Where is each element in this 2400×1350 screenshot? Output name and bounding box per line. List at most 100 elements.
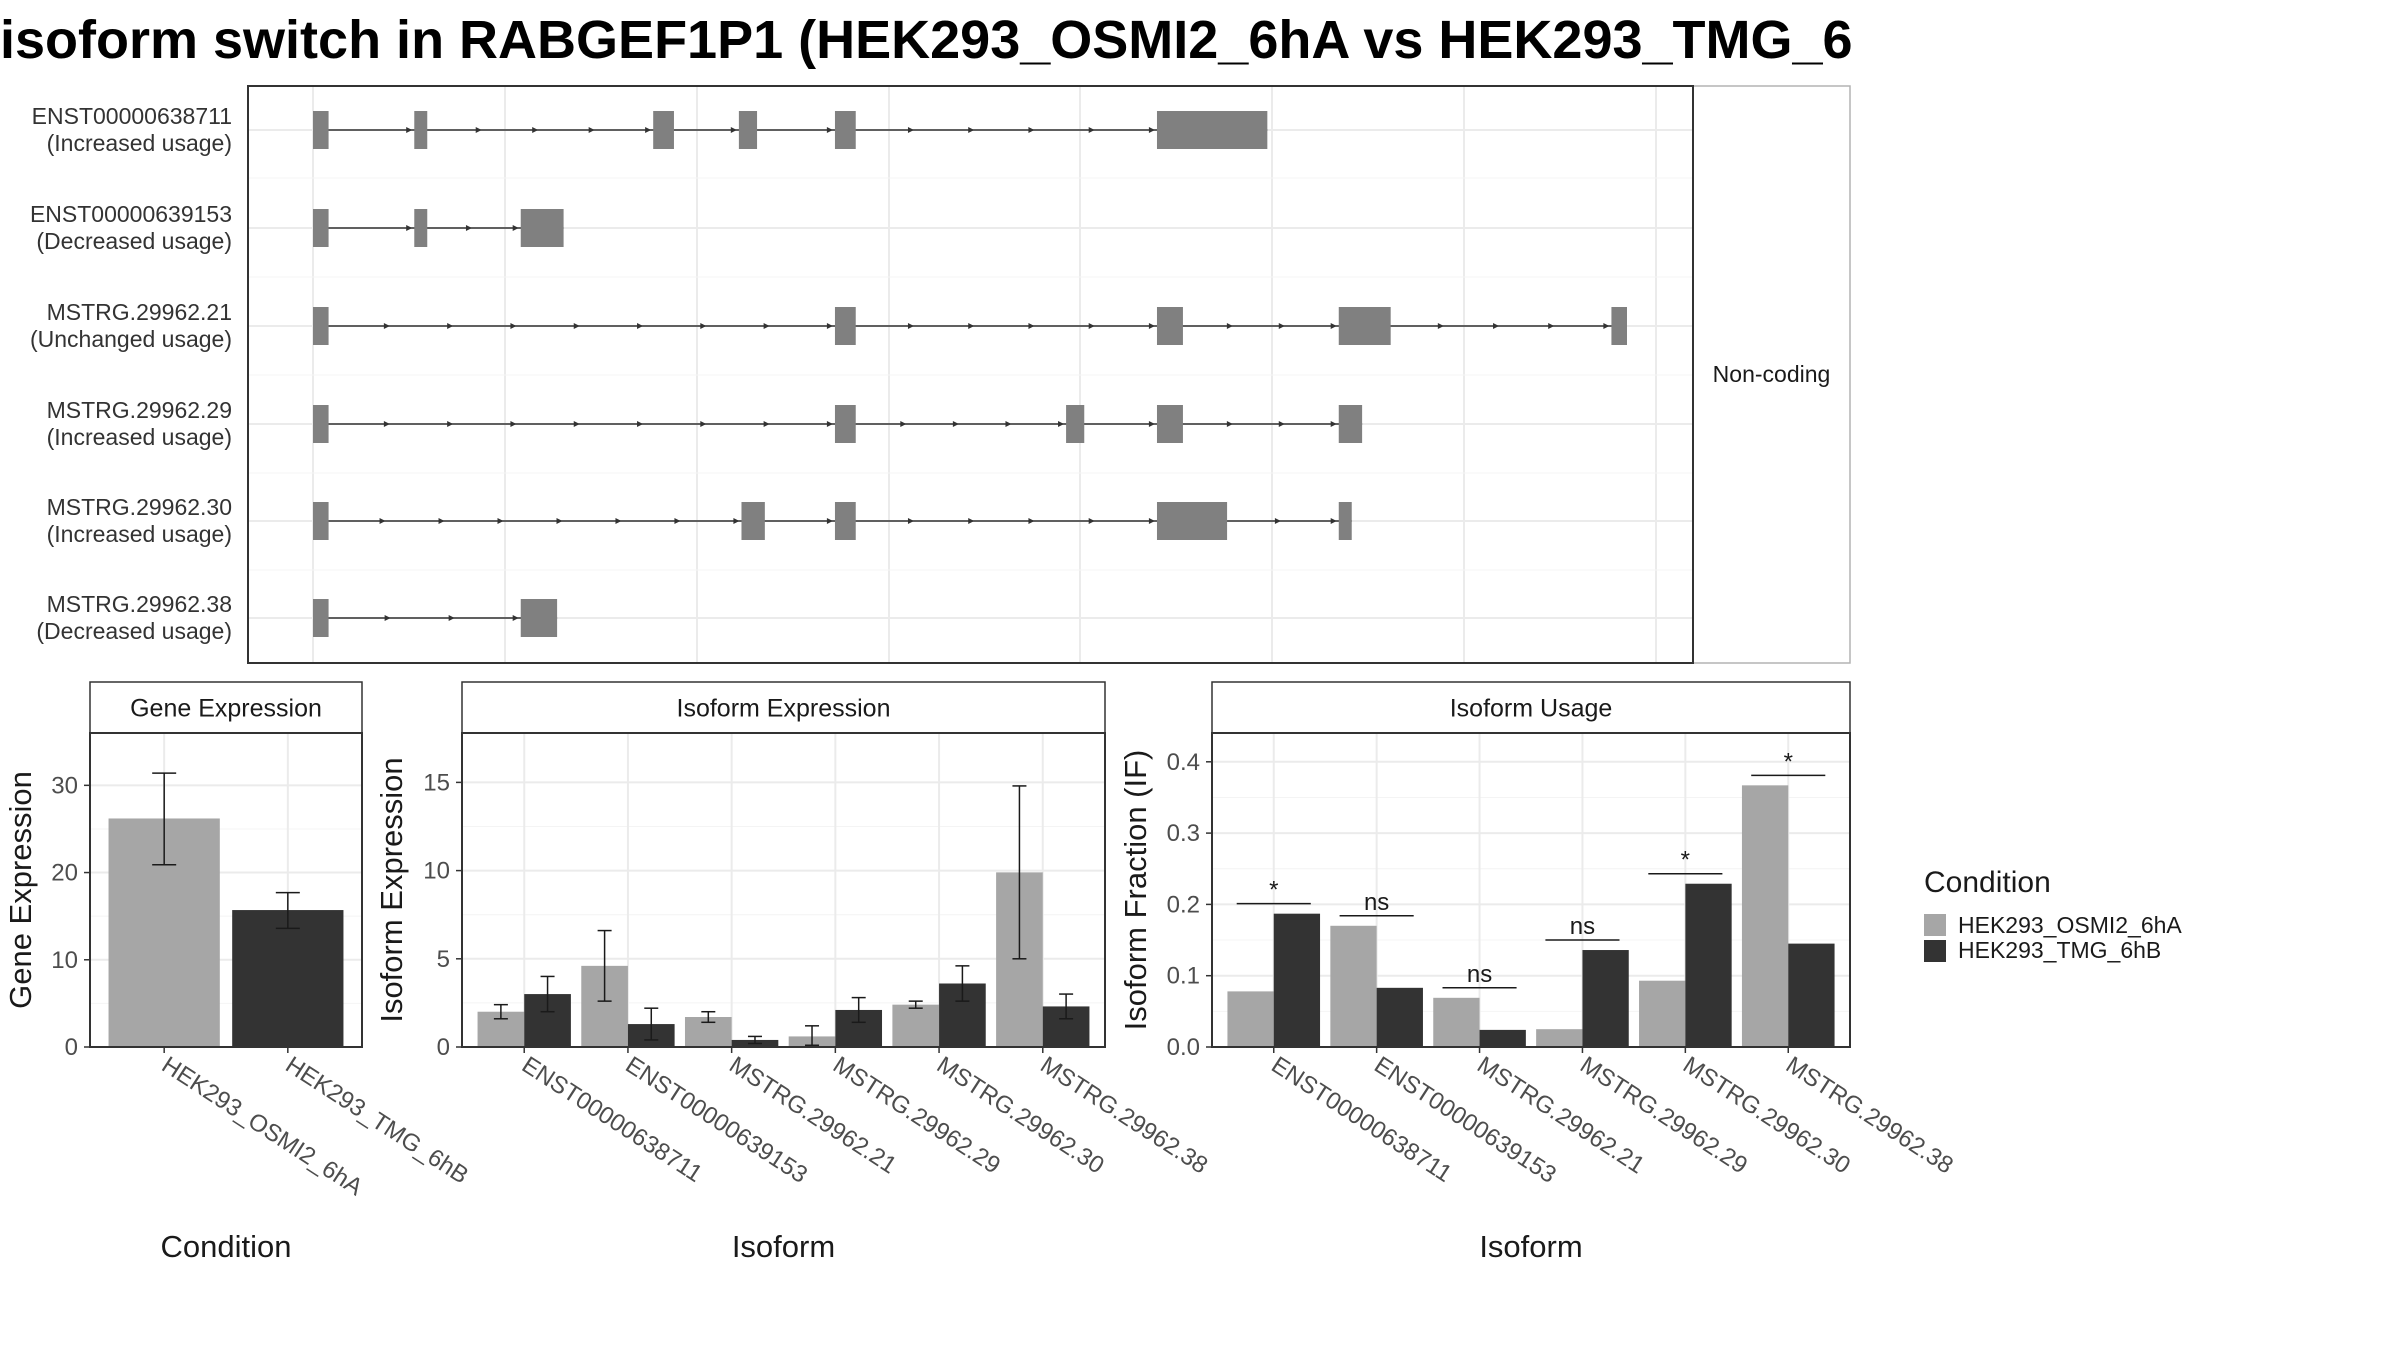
- direction-arrow-icon: [637, 421, 644, 427]
- exon-block: [1338, 405, 1363, 443]
- direction-arrow-icon: [615, 518, 622, 524]
- x-tick-label: MSTRG.29962.29: [828, 1051, 1005, 1179]
- transcript-gridlines: [248, 86, 1693, 663]
- x-tick-label: HEK293_OSMI2_6hA: [157, 1051, 368, 1201]
- x-axis-title: Isoform: [732, 1229, 835, 1264]
- facet-strip-label: Non-coding: [1713, 361, 1831, 387]
- exon-block: [1066, 405, 1085, 443]
- bar: [1433, 997, 1480, 1047]
- direction-arrow-icon: [1330, 323, 1337, 329]
- direction-arrow-icon: [512, 225, 519, 231]
- direction-arrow-icon: [512, 615, 519, 621]
- y-tick-label: 15: [423, 769, 450, 796]
- direction-arrow-icon: [383, 421, 390, 427]
- direction-arrow-icon: [1148, 127, 1155, 133]
- direction-arrow-icon: [826, 323, 833, 329]
- exon-block: [313, 599, 329, 637]
- direction-arrow-icon: [556, 518, 563, 524]
- legend-title: Condition: [1924, 866, 2051, 899]
- y-tick-label: 0.3: [1167, 820, 1200, 847]
- page-title: isoform switch in RABGEF1P1 (HEK293_OSMI…: [0, 10, 1853, 70]
- transcript-panel-border: [247, 85, 1694, 664]
- direction-arrow-icon: [826, 127, 833, 133]
- direction-arrow-icon: [1148, 323, 1155, 329]
- exon-block: [313, 502, 329, 540]
- direction-arrow-icon: [968, 127, 975, 133]
- transcript-row: MSTRG.29962.29(Increased usage): [47, 397, 1363, 450]
- isoform-expression-panel: Isoform Expression 0 5 10 15 ENST00000638711E…: [374, 681, 1212, 1264]
- gene-expression-panel: Gene Expression0102030HEK293_OSMI2_6hAHE…: [3, 681, 473, 1264]
- direction-arrow-icon: [1226, 421, 1233, 427]
- direction-arrow-icon: [968, 323, 975, 329]
- bar: [1273, 913, 1321, 1047]
- significance-label: *: [1784, 748, 1793, 775]
- direction-arrow-icon: [763, 421, 770, 427]
- x-tick-label: MSTRG.29962.30: [1678, 1051, 1855, 1179]
- direction-arrow-icon: [510, 323, 517, 329]
- direction-arrow-icon: [588, 127, 595, 133]
- x-axis-title: Condition: [161, 1229, 292, 1264]
- transcript-id-label: ENST00000639153: [30, 201, 232, 227]
- direction-arrow-icon: [1088, 323, 1095, 329]
- transcript-usage-label: (Increased usage): [47, 130, 232, 156]
- y-tick-label: 0.4: [1167, 749, 1200, 776]
- x-tick-label: MSTRG.29962.30: [932, 1051, 1109, 1179]
- direction-arrow-icon: [1548, 323, 1555, 329]
- y-tick-label: 0.1: [1167, 963, 1200, 990]
- direction-arrow-icon: [465, 225, 472, 231]
- y-tick-label: 10: [423, 858, 450, 885]
- panel-border: [1211, 732, 1851, 1048]
- exon-block: [313, 405, 329, 443]
- exon-block: [834, 307, 856, 345]
- direction-arrow-icon: [900, 421, 907, 427]
- significance-label: ns: [1467, 961, 1492, 988]
- direction-arrow-icon: [763, 323, 770, 329]
- exon-block: [738, 111, 758, 149]
- transcript-id-label: MSTRG.29962.21: [47, 299, 232, 325]
- transcript-usage-label: (Decreased usage): [36, 618, 232, 644]
- x-tick-label: MSTRG.29962.21: [724, 1051, 901, 1179]
- y-tick-label: 5: [437, 946, 450, 973]
- x-tick-label: ENST00000638711: [517, 1051, 707, 1188]
- panel-strip: [461, 681, 1106, 734]
- direction-arrow-icon: [532, 127, 539, 133]
- direction-arrow-icon: [968, 518, 975, 524]
- direction-arrow-icon: [379, 518, 386, 524]
- direction-arrow-icon: [700, 421, 707, 427]
- y-tick-label: 0: [437, 1034, 450, 1061]
- transcript-usage-label: (Increased usage): [47, 424, 232, 450]
- exon-block: [313, 307, 329, 345]
- exon-block: [834, 405, 856, 443]
- transcript-row: ENST00000638711(Increased usage): [32, 103, 1268, 156]
- direction-arrow-icon: [700, 323, 707, 329]
- transcript-row: ENST00000639153(Decreased usage): [30, 201, 564, 254]
- direction-arrow-icon: [1028, 127, 1035, 133]
- bar: [1376, 987, 1423, 1047]
- bar: [232, 910, 344, 1047]
- panel-strip-title: Gene Expression: [130, 695, 322, 723]
- direction-arrow-icon: [1028, 323, 1035, 329]
- transcript-row: MSTRG.29962.38(Decreased usage): [36, 591, 558, 644]
- direction-arrow-icon: [497, 518, 504, 524]
- significance-label: ns: [1570, 913, 1595, 940]
- y-axis-title: Isoform Fraction (IF): [1118, 750, 1153, 1031]
- direction-arrow-icon: [1028, 518, 1035, 524]
- x-tick-label: ENST00000639153: [621, 1051, 813, 1188]
- direction-arrow-icon: [1088, 127, 1095, 133]
- direction-arrow-icon: [826, 421, 833, 427]
- direction-arrow-icon: [1148, 421, 1155, 427]
- exon-block: [741, 502, 765, 540]
- bar: [892, 1004, 940, 1047]
- x-tick-label: ENST00000638711: [1266, 1051, 1456, 1188]
- y-axis-title: Isoform Expression: [374, 757, 409, 1022]
- facet-strip: [1692, 85, 1851, 664]
- direction-arrow-icon: [952, 421, 959, 427]
- exon-block: [1156, 405, 1183, 443]
- exon-block: [834, 111, 856, 149]
- transcript-row: MSTRG.29962.21(Unchanged usage): [30, 299, 1627, 352]
- direction-arrow-icon: [826, 518, 833, 524]
- y-tick-label: 10: [51, 947, 78, 974]
- exon-block: [1338, 307, 1391, 345]
- direction-arrow-icon: [730, 127, 737, 133]
- direction-arrow-icon: [475, 127, 482, 133]
